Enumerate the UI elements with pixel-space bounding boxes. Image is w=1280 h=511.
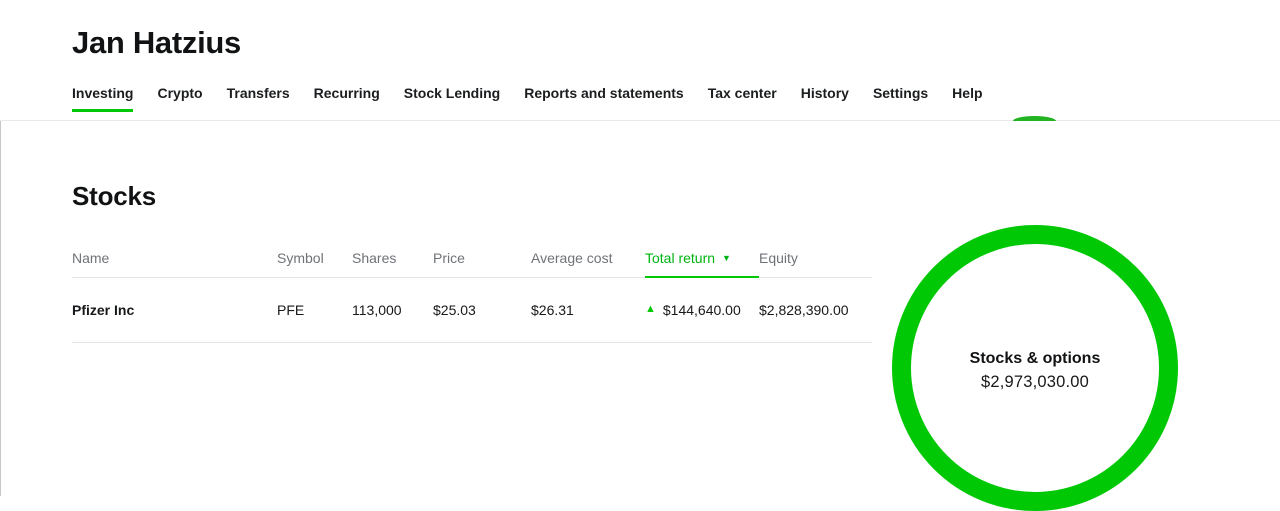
donut-bottom-sliver bbox=[1013, 116, 1056, 121]
stocks-section-title: Stocks bbox=[72, 181, 157, 211]
column-header-total-return[interactable]: Total return ▼ bbox=[645, 250, 759, 266]
holding-average-cost: $26.31 bbox=[531, 302, 574, 318]
holding-symbol: PFE bbox=[277, 302, 305, 318]
holding-total-return-value: $144,640.00 bbox=[662, 302, 741, 318]
tab-history[interactable]: History bbox=[800, 85, 849, 101]
tab-transfers[interactable]: Transfers bbox=[226, 85, 290, 101]
table-header-row: Name Symbol Shares Price Average cost To… bbox=[72, 238, 872, 278]
column-header-symbol[interactable]: Symbol bbox=[277, 249, 324, 266]
tab-investing[interactable]: Investing bbox=[72, 85, 134, 112]
column-header-average-cost[interactable]: Average cost bbox=[531, 249, 613, 266]
holding-total-return: ▲ $144,640.00 bbox=[645, 302, 759, 318]
account-header: Jan Hatzius Investing Crypto Transfers R… bbox=[0, 0, 1280, 121]
holding-price: $25.03 bbox=[433, 302, 476, 318]
tab-recurring[interactable]: Recurring bbox=[313, 85, 380, 101]
donut-category-label: Stocks & options bbox=[969, 350, 1101, 367]
donut-total-value: $2,973,030.00 bbox=[980, 373, 1090, 391]
holding-row-pfizer[interactable]: Pfizer Inc PFE 113,000 $25.03 $26.31 ▲ $… bbox=[72, 278, 872, 343]
clipped-donut-arc bbox=[1013, 116, 1056, 121]
tab-crypto[interactable]: Crypto bbox=[157, 85, 203, 101]
donut-center-labels: Stocks & options $2,973,030.00 bbox=[935, 349, 1135, 392]
sort-desc-icon: ▼ bbox=[722, 252, 731, 263]
column-header-equity[interactable]: Equity bbox=[759, 249, 798, 266]
holding-shares: 113,000 bbox=[352, 302, 402, 318]
account-title: Jan Hatzius bbox=[72, 25, 241, 60]
tab-help[interactable]: Help bbox=[952, 85, 983, 101]
stocks-holdings-table: Name Symbol Shares Price Average cost To… bbox=[72, 238, 872, 343]
holding-equity: $2,828,390.00 bbox=[759, 302, 849, 318]
tab-tax-center[interactable]: Tax center bbox=[707, 85, 777, 101]
tab-settings[interactable]: Settings bbox=[872, 85, 929, 101]
column-header-price[interactable]: Price bbox=[433, 249, 465, 266]
window-left-edge bbox=[0, 0, 1, 496]
column-header-total-return-label: Total return bbox=[645, 249, 716, 266]
gain-up-icon: ▲ bbox=[645, 303, 656, 315]
tab-stock-lending[interactable]: Stock Lending bbox=[403, 85, 501, 101]
holding-name: Pfizer Inc bbox=[72, 302, 135, 318]
account-nav: Investing Crypto Transfers Recurring Sto… bbox=[72, 85, 983, 112]
column-header-shares[interactable]: Shares bbox=[352, 249, 397, 266]
column-header-name[interactable]: Name bbox=[72, 249, 110, 266]
tab-reports-and-statements[interactable]: Reports and statements bbox=[524, 85, 684, 101]
